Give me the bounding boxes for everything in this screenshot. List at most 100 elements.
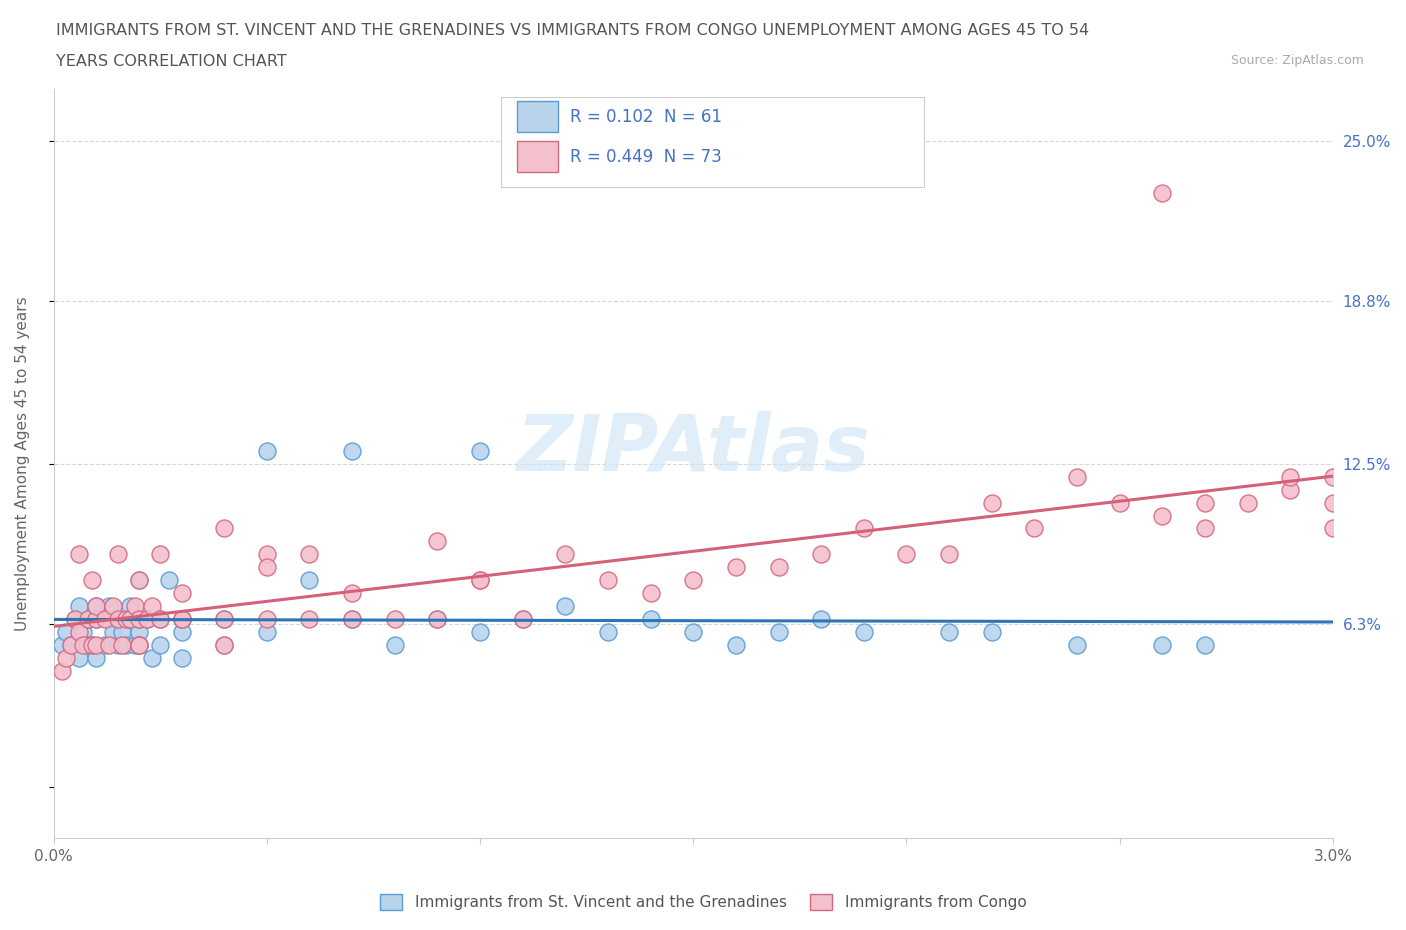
Point	[1108, 495, 1130, 510]
FancyBboxPatch shape	[517, 140, 558, 172]
Point	[94, 637, 117, 652]
Point	[80, 637, 103, 652]
Point	[107, 637, 129, 652]
Point	[554, 547, 576, 562]
Point	[512, 611, 534, 626]
Point	[84, 611, 107, 626]
Point	[76, 637, 98, 652]
Point	[468, 444, 491, 458]
Point	[212, 637, 235, 652]
Point	[103, 624, 125, 639]
Legend: Immigrants from St. Vincent and the Grenadines, Immigrants from Congo: Immigrants from St. Vincent and the Gren…	[373, 886, 1033, 918]
Point	[76, 611, 98, 626]
Point	[1066, 637, 1088, 652]
Text: ZIPAtlas: ZIPAtlas	[516, 411, 870, 487]
Point	[1024, 521, 1046, 536]
Point	[724, 560, 747, 575]
Point	[724, 637, 747, 652]
Point	[115, 611, 138, 626]
Point	[1279, 470, 1302, 485]
FancyBboxPatch shape	[517, 101, 558, 132]
Point	[84, 650, 107, 665]
Text: YEARS CORRELATION CHART: YEARS CORRELATION CHART	[56, 54, 287, 69]
Point	[149, 547, 172, 562]
Text: Source: ZipAtlas.com: Source: ZipAtlas.com	[1230, 54, 1364, 67]
Point	[512, 611, 534, 626]
Point	[55, 650, 77, 665]
Point	[212, 611, 235, 626]
Point	[256, 547, 278, 562]
Point	[80, 573, 103, 588]
Text: R = 0.449  N = 73: R = 0.449 N = 73	[571, 148, 723, 166]
Point	[55, 624, 77, 639]
Point	[468, 573, 491, 588]
Point	[1152, 185, 1174, 200]
Point	[136, 611, 159, 626]
Point	[340, 611, 363, 626]
Point	[1279, 483, 1302, 498]
Point	[51, 663, 73, 678]
Point	[103, 599, 125, 614]
Point	[63, 611, 86, 626]
Point	[1152, 637, 1174, 652]
Point	[98, 599, 121, 614]
Point	[340, 611, 363, 626]
Text: IMMIGRANTS FROM ST. VINCENT AND THE GRENADINES VS IMMIGRANTS FROM CONGO UNEMPLOY: IMMIGRANTS FROM ST. VINCENT AND THE GREN…	[56, 23, 1090, 38]
Point	[76, 611, 98, 626]
Point	[980, 495, 1002, 510]
Point	[384, 637, 406, 652]
Point	[67, 547, 90, 562]
Point	[80, 637, 103, 652]
Point	[810, 547, 832, 562]
Point	[59, 637, 82, 652]
Point	[67, 650, 90, 665]
Point	[128, 637, 150, 652]
Point	[1194, 637, 1216, 652]
Point	[852, 624, 875, 639]
Point	[596, 573, 619, 588]
Point	[170, 624, 193, 639]
Point	[84, 599, 107, 614]
Point	[1194, 495, 1216, 510]
Point	[340, 444, 363, 458]
Point	[256, 444, 278, 458]
Text: R = 0.102  N = 61: R = 0.102 N = 61	[571, 108, 723, 126]
Point	[141, 650, 163, 665]
Point	[136, 611, 159, 626]
Point	[426, 611, 449, 626]
Point	[120, 611, 142, 626]
Point	[768, 624, 790, 639]
Point	[384, 611, 406, 626]
Point	[682, 624, 704, 639]
Point	[682, 573, 704, 588]
Point	[1066, 470, 1088, 485]
Point	[1236, 495, 1258, 510]
Point	[554, 599, 576, 614]
Point	[596, 624, 619, 639]
Point	[1322, 521, 1344, 536]
Point	[768, 560, 790, 575]
Point	[468, 624, 491, 639]
Point	[84, 611, 107, 626]
Point	[84, 637, 107, 652]
Point	[128, 573, 150, 588]
Point	[63, 611, 86, 626]
Point	[128, 611, 150, 626]
Point	[124, 637, 146, 652]
Point	[94, 611, 117, 626]
Point	[896, 547, 918, 562]
Point	[298, 573, 321, 588]
Point	[298, 547, 321, 562]
Point	[212, 611, 235, 626]
Point	[128, 573, 150, 588]
Point	[256, 624, 278, 639]
Point	[810, 611, 832, 626]
Point	[938, 547, 960, 562]
Point	[128, 611, 150, 626]
Point	[128, 637, 150, 652]
Point	[170, 611, 193, 626]
Point	[340, 586, 363, 601]
Point	[170, 611, 193, 626]
Point	[980, 624, 1002, 639]
Point	[72, 624, 94, 639]
